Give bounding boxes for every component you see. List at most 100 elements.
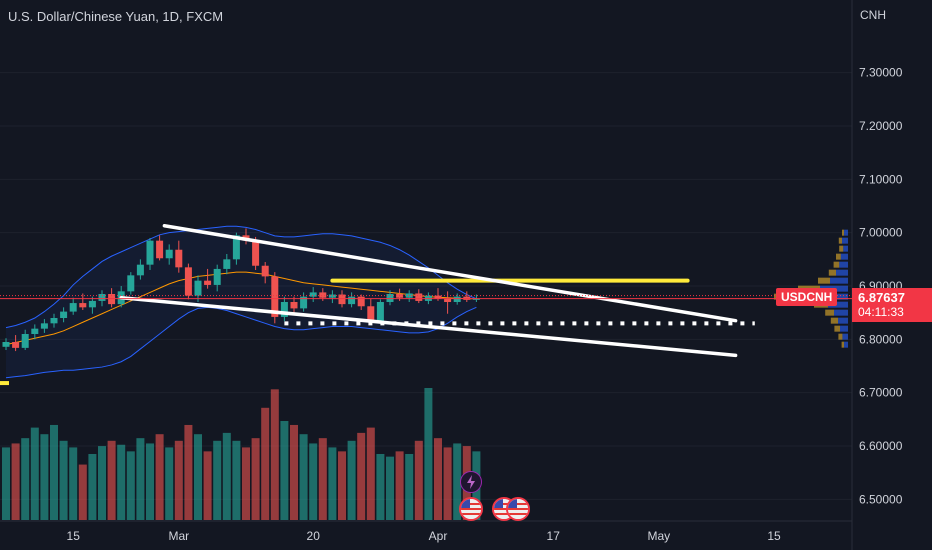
y-tick-label: 6.60000 xyxy=(859,439,903,453)
volume-bar xyxy=(2,447,10,520)
candle xyxy=(194,280,202,296)
volume-bar xyxy=(376,454,385,520)
volume-bar xyxy=(405,454,414,520)
x-tick-label: 15 xyxy=(767,529,781,543)
candle xyxy=(223,259,231,269)
interval-label: 1D xyxy=(162,9,180,24)
us-flag-icon[interactable] xyxy=(459,497,483,521)
volume-profile-bar xyxy=(838,333,843,340)
volume-bar xyxy=(357,432,366,520)
y-tick-label: 7.30000 xyxy=(859,66,903,80)
x-tick-label: Mar xyxy=(168,529,189,543)
volume-bar xyxy=(203,451,212,520)
x-tick-label: 17 xyxy=(547,529,561,543)
volume-profile-bar xyxy=(834,309,848,316)
volume-profile-bar xyxy=(843,245,848,252)
volume-bar xyxy=(347,440,356,520)
volume-bar xyxy=(21,438,30,520)
volume-bar xyxy=(299,434,308,520)
upper-trendline xyxy=(162,223,738,323)
volume-bar xyxy=(328,447,337,520)
currency-label: CNH xyxy=(860,8,886,22)
candle xyxy=(204,280,212,285)
volume-profile-bar xyxy=(828,269,836,276)
candle xyxy=(213,268,221,285)
lower-trendline xyxy=(119,295,738,358)
candle xyxy=(88,300,96,308)
volume-bar xyxy=(40,434,49,520)
candle xyxy=(232,235,240,260)
volume-bar xyxy=(136,438,145,520)
volume-bar xyxy=(126,451,135,520)
candle xyxy=(357,296,365,307)
candle xyxy=(136,264,144,276)
candle xyxy=(271,276,279,317)
volume-bar xyxy=(117,444,126,520)
volume-profile-bar xyxy=(830,317,838,324)
volume-profile-bar xyxy=(836,253,841,260)
volume-bar xyxy=(174,440,183,520)
volume-bar xyxy=(107,440,116,520)
symbol-name: U.S. Dollar/Chinese Yuan xyxy=(8,9,156,24)
x-tick-label: 20 xyxy=(307,529,321,543)
volume-profile-bar xyxy=(840,325,848,332)
volume-bar xyxy=(424,388,433,520)
volume-bar xyxy=(242,447,250,520)
volume-bar xyxy=(88,454,97,520)
x-tick-label: 15 xyxy=(67,529,81,543)
x-tick-label: May xyxy=(647,529,670,543)
volume-profile-bar xyxy=(825,309,834,316)
candle xyxy=(338,294,346,305)
y-tick-label: 6.80000 xyxy=(859,332,903,346)
candle xyxy=(319,292,327,298)
volume-bar xyxy=(443,447,452,520)
last-price-value: 6.87637 xyxy=(858,290,905,305)
volume-bar xyxy=(338,451,346,520)
candle xyxy=(165,249,173,259)
volume-bar xyxy=(453,443,462,520)
bollinger-lower-line xyxy=(5,306,477,379)
bollinger-upper-line xyxy=(5,225,477,329)
volume-bar xyxy=(318,438,327,520)
candle xyxy=(40,323,48,329)
volume-bar xyxy=(309,443,318,520)
lightning-icon[interactable] xyxy=(460,471,482,493)
volume-bar xyxy=(261,407,270,520)
volume-bar xyxy=(251,438,260,520)
candle xyxy=(252,240,260,266)
volume-bar xyxy=(213,440,222,520)
candle xyxy=(98,294,106,301)
volume-bar xyxy=(11,443,20,520)
y-tick-label: 6.70000 xyxy=(859,386,903,400)
volume-profile-bar xyxy=(839,245,844,252)
volume-profile-bar xyxy=(836,269,848,276)
volume-profile-bar xyxy=(838,317,848,324)
candle xyxy=(453,296,461,302)
volume-bar xyxy=(222,432,231,520)
bollinger-band-fill xyxy=(6,226,477,378)
volume-bar xyxy=(146,443,154,520)
candle xyxy=(12,342,20,348)
candle xyxy=(376,302,384,322)
last-price-box: 6.87637 04:11:33 xyxy=(852,288,932,322)
candle xyxy=(367,306,375,322)
volume-bar xyxy=(366,427,375,520)
candle xyxy=(309,292,317,297)
candle xyxy=(261,265,269,277)
volume-bar xyxy=(270,389,279,520)
us-flag-icon[interactable] xyxy=(506,497,530,521)
candle xyxy=(2,342,10,347)
volume-profile-bar xyxy=(839,261,848,268)
candle xyxy=(405,293,413,298)
candle xyxy=(60,311,68,318)
volume-bar xyxy=(280,421,289,520)
candle xyxy=(386,294,394,302)
volume-bar xyxy=(165,447,174,520)
y-tick-label: 6.50000 xyxy=(859,492,903,506)
candle xyxy=(290,302,298,309)
volume-bar xyxy=(290,424,298,520)
volume-profile-bar xyxy=(844,341,848,348)
volume-bar xyxy=(434,438,442,520)
